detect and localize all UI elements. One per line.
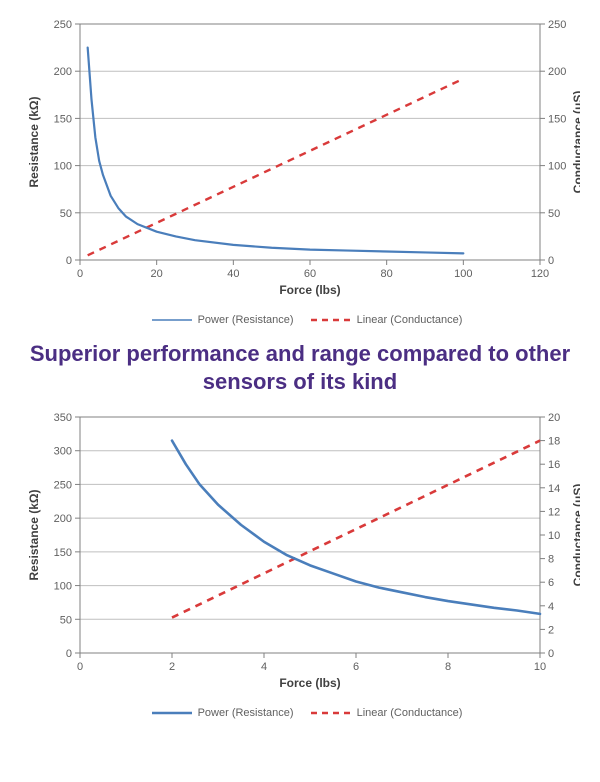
svg-text:16: 16 [548, 459, 560, 471]
svg-text:0: 0 [77, 268, 83, 280]
svg-text:10: 10 [534, 661, 546, 673]
chart-resistance-conductance-zoom: 0246810050100150200250300350024681012141… [10, 403, 590, 703]
svg-text:120: 120 [531, 268, 549, 280]
svg-text:100: 100 [548, 161, 566, 173]
chart1-svg: 0204060801001200501001502002500501001502… [20, 10, 580, 310]
svg-text:8: 8 [445, 661, 451, 673]
svg-text:2: 2 [548, 624, 554, 636]
svg-text:6: 6 [353, 661, 359, 673]
svg-text:150: 150 [548, 113, 566, 125]
svg-text:20: 20 [548, 412, 560, 424]
svg-text:Resistance (kΩ): Resistance (kΩ) [27, 97, 41, 188]
svg-text:2: 2 [169, 661, 175, 673]
legend-power-label: Power (Resistance) [198, 314, 294, 326]
svg-text:10: 10 [548, 530, 560, 542]
svg-text:Conductance (μS): Conductance (μS) [571, 484, 580, 587]
svg-text:350: 350 [54, 412, 72, 424]
svg-text:0: 0 [66, 255, 72, 267]
svg-text:12: 12 [548, 506, 560, 518]
svg-text:100: 100 [454, 268, 472, 280]
chart1-legend: Power (Resistance) Linear (Conductance) [10, 314, 590, 326]
legend-power-swatch [152, 708, 192, 718]
svg-text:50: 50 [60, 208, 72, 220]
legend-linear-label: Linear (Conductance) [357, 314, 463, 326]
svg-text:6: 6 [548, 577, 554, 589]
svg-text:4: 4 [261, 661, 267, 673]
svg-text:Force (lbs): Force (lbs) [279, 283, 340, 297]
svg-text:100: 100 [54, 581, 72, 593]
svg-text:50: 50 [60, 614, 72, 626]
svg-text:Resistance (kΩ): Resistance (kΩ) [27, 490, 41, 581]
svg-text:8: 8 [548, 554, 554, 566]
svg-text:200: 200 [54, 66, 72, 78]
svg-text:0: 0 [77, 661, 83, 673]
legend-power-label: Power (Resistance) [198, 707, 294, 719]
svg-text:60: 60 [304, 268, 316, 280]
svg-text:50: 50 [548, 208, 560, 220]
legend-linear-swatch [311, 315, 351, 325]
svg-text:14: 14 [548, 483, 560, 495]
headline-text: Superior performance and range compared … [10, 340, 590, 395]
svg-text:200: 200 [54, 513, 72, 525]
chart2-svg: 0246810050100150200250300350024681012141… [20, 403, 580, 703]
svg-text:Force (lbs): Force (lbs) [279, 676, 340, 690]
legend-linear-swatch [311, 708, 351, 718]
legend-power-swatch [152, 315, 192, 325]
svg-text:0: 0 [548, 648, 554, 660]
svg-text:18: 18 [548, 436, 560, 448]
svg-text:150: 150 [54, 113, 72, 125]
svg-text:4: 4 [548, 601, 554, 613]
svg-text:200: 200 [548, 66, 566, 78]
chart2-legend: Power (Resistance) Linear (Conductance) [10, 707, 590, 719]
svg-text:100: 100 [54, 161, 72, 173]
svg-text:0: 0 [548, 255, 554, 267]
svg-text:150: 150 [54, 547, 72, 559]
legend-linear-label: Linear (Conductance) [357, 707, 463, 719]
svg-text:0: 0 [66, 648, 72, 660]
svg-text:20: 20 [151, 268, 163, 280]
svg-text:300: 300 [54, 446, 72, 458]
svg-text:250: 250 [54, 480, 72, 492]
svg-text:250: 250 [548, 19, 566, 31]
svg-text:80: 80 [381, 268, 393, 280]
chart-resistance-conductance-wide: 0204060801001200501001502002500501001502… [10, 10, 590, 310]
svg-text:40: 40 [227, 268, 239, 280]
svg-text:250: 250 [54, 19, 72, 31]
svg-text:Conductance (μS): Conductance (μS) [571, 91, 580, 194]
